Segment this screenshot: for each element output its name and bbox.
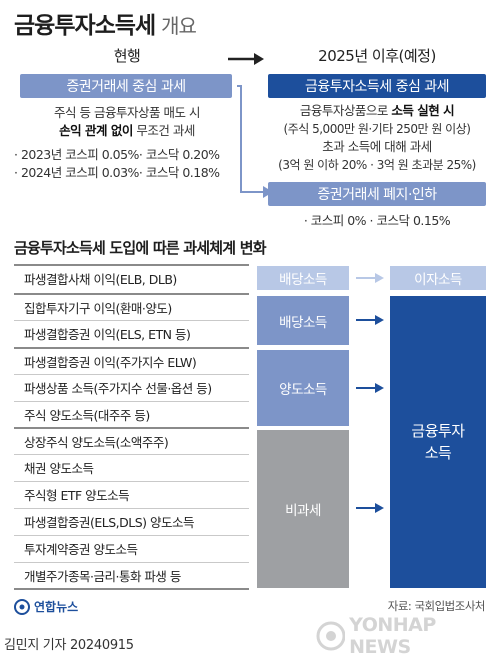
row-1: 파생결합사채 이익(ELB, DLB) [14,264,249,290]
row-9: 주식형 ETF 양도소득 [14,481,249,507]
arrow-pale-icon [356,273,384,283]
title-bold: 금융투자소득세 [14,13,156,39]
row-8: 채권 양도소득 [14,454,249,480]
row-3: 파생결합증권 이익(ELS, ETN 등) [14,320,249,346]
current-desc-2: 손익 관계 없이 무조건 과세 [14,122,240,140]
category-dividend: 배당소득 [257,296,349,345]
arrow-nontax-icon [356,503,384,513]
logo-text: 연합뉴스 [34,600,79,614]
watermark: YONHAP NEWS [316,614,499,658]
title-light: 개요 [161,14,197,38]
category-dividend-top: 배당소득 [257,266,349,290]
current-bullet-2023: · 2023년 코스피 0.05%· 코스닥 0.20% [14,147,220,162]
page-title: 금융투자소득세 개요 [14,6,197,40]
current-desc-bold: 손익 관계 없이 [59,123,133,138]
section-title: 금융투자소득세 도입에 따른 과세체계 변화 [14,239,267,257]
future-line-1-bold: 소득 실현 시 [391,103,455,118]
current-desc-1: 주식 등 금융투자상품 매도 시 [54,105,200,120]
financial-investment-income-box: 금융투자 소득 [390,296,486,588]
row-7: 상장주식 양도소득(소액주주) [14,427,249,453]
row-11: 투자계약증권 양도소득 [14,535,249,561]
yonhap-logo-icon [14,598,30,615]
future-line-4: (3억 원 이하 20% · 3억 원 초과분 25%) [278,158,476,172]
future-heading: 2025년 이후(예정) [318,47,436,65]
row-12: 개별주가종목·금리·통화 파생 등 [14,562,249,588]
arrow-dividend-icon [356,315,384,325]
arrows-group [356,273,384,513]
category-transfer: 양도소득 [257,350,349,426]
source-note: 자료: 국회입법조사처 [387,599,486,613]
current-bullet-2024: · 2024년 코스피 0.03%· 코스닥 0.18% [14,165,220,180]
current-desc-rest: 무조건 과세 [132,123,195,138]
rows-bottom-rule [14,588,249,590]
arrow-transfer-icon [356,383,384,393]
future-line-3: 초과 소득에 대해 과세 [322,139,432,154]
row-10: 파생결합증권(ELS,DLS) 양도소득 [14,508,249,534]
future-line-1-pre: 금융투자상품으로 [299,103,392,118]
future-line-2: (주식 5,000만 원·기타 250만 원 이상) [283,122,471,136]
current-box: 증권거래세 중심 과세 [20,74,232,98]
row-2: 집합투자기구 이익(환매·양도) [14,293,249,319]
arrow-right-icon [228,53,264,65]
result-line-1: 금융투자 [411,422,465,440]
reporter-credit: 김민지 기자 20240915 [4,638,134,653]
future-box-2: 증권거래세 폐지·인하 [268,182,486,206]
category-nontaxable: 비과세 [257,430,349,588]
current-heading: 현행 [113,47,141,65]
yonhap-logo: 연합뉴스 [14,598,78,615]
watermark-icon [316,621,346,651]
result-line-2: 소득 [424,444,452,462]
watermark-text: YONHAP NEWS [349,614,436,658]
category-interest: 이자소득 [390,266,486,290]
future-line-1: 금융투자상품으로 소득 실현 시 [262,102,492,120]
future-bullet: · 코스피 0% · 코스닥 0.15% [303,213,451,228]
row-6: 주식 양도소득(대주주 등) [14,401,249,427]
row-4: 파생결합증권 이익(주가지수 ELW) [14,347,249,373]
future-box: 금융투자소득세 중심 과세 [268,74,486,98]
row-5: 파생상품 소득(주가지수 선물·옵션 등) [14,374,249,400]
